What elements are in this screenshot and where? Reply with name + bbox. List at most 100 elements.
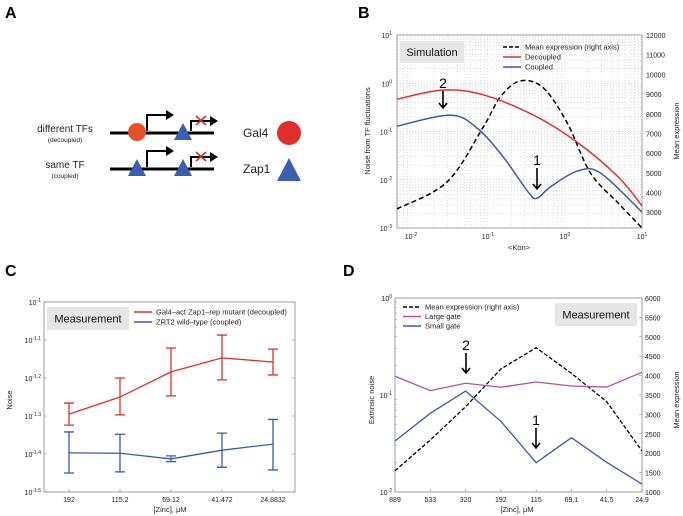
tick-exponent: -1.4 [32, 450, 41, 456]
panel-label-b: B [358, 5, 370, 22]
tick-exponent: -2 [413, 232, 418, 238]
legend-entry: ZRT2 wild–type (coupled) [156, 318, 242, 327]
legend-gal4-label: Gal4 [243, 126, 269, 140]
active-promoter-arrowhead [166, 146, 174, 156]
active-promoter-arrow [146, 114, 167, 131]
y-tick-label: 10-1 [380, 391, 392, 400]
repression-x-icon [195, 151, 207, 162]
tick-exponent: -1 [37, 298, 42, 304]
plot-area [43, 301, 296, 493]
x-axis-label: [Zinc], μM [500, 505, 533, 514]
y-right-tick-label: 2500 [645, 432, 661, 439]
y-right-tick-label: 1500 [645, 471, 661, 478]
x-tick-label: 889 [389, 497, 401, 504]
tick-base: 10 [380, 130, 388, 137]
row-sublabel: (decoupled) [48, 137, 82, 144]
y-tick-label: 101 [381, 31, 392, 40]
x-tick-label: 192 [495, 497, 507, 504]
y-right-tick-label: 9000 [646, 92, 662, 99]
y-right-axis-label: Mean expression [672, 371, 681, 428]
y-right-tick-label: 1000 [645, 490, 661, 497]
series-line-decoupled [396, 89, 643, 207]
repressed-promoter-arrowhead [210, 152, 218, 162]
tick-exponent: -1 [490, 232, 495, 238]
error-bar [268, 418, 278, 471]
tick-exponent: -1.5 [32, 488, 41, 494]
error-bar [217, 432, 227, 468]
tick-base: 10 [380, 393, 388, 400]
tick-exponent: -1 [388, 391, 393, 397]
error-bar [166, 455, 176, 463]
x-tick-label: 533 [424, 497, 436, 504]
series-line-large [394, 371, 643, 392]
tick-base: 10 [560, 234, 568, 241]
legend-entry: Mean expression (right axis) [525, 43, 620, 52]
x-axis-label: [Zinc], μM [153, 505, 186, 514]
y-right-tick-label: 4500 [645, 354, 661, 361]
y-right-axis-label: Mean expression [672, 102, 681, 159]
tick-base: 10 [381, 81, 389, 88]
repressed-promoter-arrowhead [210, 116, 218, 126]
tick-exponent: 0 [389, 294, 392, 300]
error-bar [115, 377, 125, 416]
row-label: same TF [45, 160, 84, 171]
y-right-tick-label: 3000 [646, 210, 662, 217]
row-label: different TFs [37, 124, 93, 135]
tick-base: 10 [381, 33, 389, 40]
error-bar [115, 433, 125, 473]
y-right-tick-label: 5000 [645, 335, 661, 342]
tick-exponent: -3 [388, 224, 393, 230]
y-tick-label: 10-2 [380, 176, 392, 185]
y-right-tick-label: 10000 [646, 72, 666, 79]
label-box [555, 303, 637, 326]
legend-entry: Gal4–act Zap1–rep mutant (decoupled) [156, 308, 287, 317]
y-right-tick-label: 6000 [646, 151, 662, 158]
y-right-tick-label: 3000 [645, 412, 661, 419]
tick-exponent: -2 [388, 488, 393, 494]
arrow-2-head [438, 102, 448, 110]
annotation-1: 1 [532, 412, 540, 428]
y-right-tick-label: 7000 [646, 131, 662, 138]
y-tick-label: 100 [381, 79, 392, 88]
y-tick-label: 10-1.5 [25, 488, 42, 497]
annotation-1: 1 [533, 152, 541, 168]
y-right-tick-label: 11000 [646, 53, 665, 60]
x-tick-label: 115 [531, 497, 542, 504]
tick-exponent: -2 [388, 176, 393, 182]
error-bar [217, 334, 227, 381]
legend-entry: Mean expression (right axis) [425, 303, 520, 312]
tick-exponent: 0 [567, 232, 570, 238]
y-tick-label: 10-1.4 [25, 450, 42, 459]
gal4-binding-site [128, 123, 146, 141]
tick-base: 10 [29, 300, 37, 307]
x-tick-label: 69.1 [565, 497, 579, 504]
y-tick-label: 10-1.1 [25, 336, 42, 345]
y-right-tick-label: 12000 [646, 33, 666, 40]
error-bar [268, 348, 278, 376]
label-box-text: Measurement [562, 310, 629, 322]
y-tick-label: 10-2 [380, 488, 392, 497]
error-bar [64, 402, 74, 426]
tick-exponent: 1 [645, 232, 648, 238]
legend-entry: Decoupled [525, 53, 561, 62]
row-sublabel: (coupled) [51, 173, 78, 180]
y-tick-label: 10-1 [380, 128, 392, 137]
gal4-circle-icon [277, 121, 301, 145]
y-right-tick-label: 6000 [645, 296, 661, 303]
x-tick-label: 69.12 [162, 497, 180, 504]
error-bar [166, 347, 176, 397]
x-tick-label: 41.5 [600, 497, 614, 504]
y-axis-label: Extrinsic noise [367, 376, 376, 424]
label-box [400, 41, 464, 63]
y-axis-label: Noise from TF fluctuations [363, 87, 372, 175]
y-axis-label: Noise [5, 390, 14, 409]
tick-base: 10 [380, 490, 388, 497]
tick-base: 10 [25, 338, 33, 345]
tick-base: 10 [482, 234, 490, 241]
annotation-2: 2 [462, 337, 470, 353]
label-box [47, 307, 129, 330]
y-right-tick-label: 4000 [645, 374, 661, 381]
y-tick-label: 10-1.3 [25, 412, 42, 421]
tick-base: 10 [25, 490, 33, 497]
